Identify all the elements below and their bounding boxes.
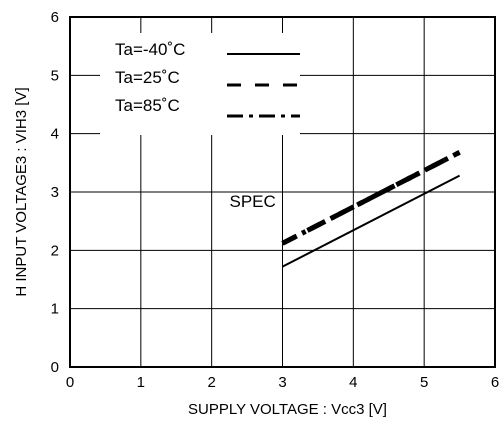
y-tick-label: 5 [51, 67, 59, 84]
x-tick-label: 1 [137, 374, 145, 391]
x-tick-label: 2 [207, 374, 215, 391]
y-tick-label: 2 [51, 242, 59, 259]
plot-frame [69, 16, 496, 368]
x-tick-label: 6 [491, 374, 499, 391]
series-lines [281, 150, 461, 268]
x-tick-label: 3 [278, 374, 286, 391]
annotations: SPEC [230, 192, 276, 211]
tick-labels: 0 1 2 3 4 5 6 0 1 2 3 4 5 6 [51, 9, 500, 391]
y-tick-label: 0 [51, 359, 59, 376]
legend-label: Ta=25˚C [115, 68, 180, 87]
series-line [281, 150, 461, 246]
y-axis-label: H INPUT VOLTAGE3 : VIH3 [V] [13, 87, 30, 296]
series-line [282, 174, 461, 268]
legend: Ta=-40˚C Ta=25˚C Ta=85˚C [100, 33, 300, 135]
legend-label: Ta=-40˚C [115, 40, 185, 59]
x-axis-label: SUPPLY VOLTAGE : Vcc3 [V] [188, 401, 387, 418]
x-tick-label: 4 [349, 374, 357, 391]
legend-label: Ta=85˚C [115, 96, 180, 115]
y-tick-label: 4 [51, 126, 59, 143]
spec-annotation: SPEC [230, 192, 276, 211]
y-tick-label: 3 [51, 184, 59, 201]
y-tick-label: 6 [51, 9, 59, 26]
y-tick-label: 1 [51, 301, 59, 318]
x-tick-label: 0 [66, 374, 74, 391]
x-tick-label: 5 [420, 374, 428, 391]
